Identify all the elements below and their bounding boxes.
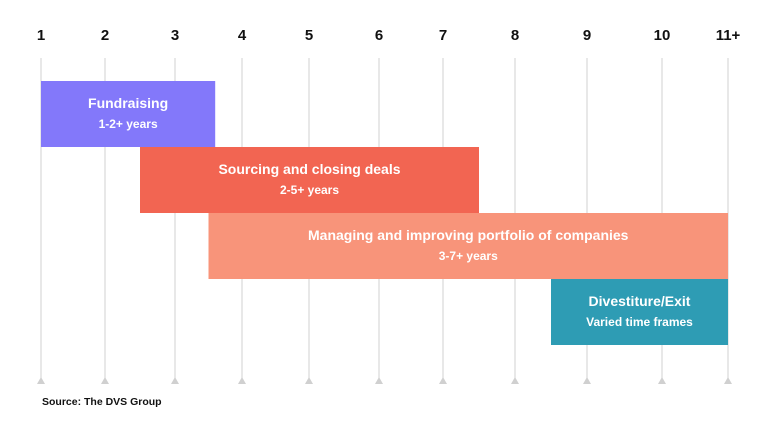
- phase-title: Managing and improving portfolio of comp…: [308, 227, 629, 243]
- gridline-marker-2: [101, 377, 109, 384]
- phase-bar-group: Divestiture/Exit Varied time frames: [551, 279, 728, 345]
- phase-bar: [551, 279, 728, 345]
- phase-bar: [140, 147, 479, 213]
- phase-bar: [41, 81, 216, 147]
- phase-duration: Varied time frames: [586, 315, 693, 329]
- phase-bar-group: Sourcing and closing deals 2-5+ years: [140, 147, 479, 213]
- x-axis-tick-labels: 1 2 3 4 5 6 7 8 9 10 11+: [37, 27, 741, 44]
- phase-title: Sourcing and closing deals: [218, 161, 400, 177]
- x-tick-label: 3: [171, 27, 179, 44]
- gridline-marker-4: [238, 377, 246, 384]
- gridline-marker-9: [583, 377, 591, 384]
- phase-bar: [208, 213, 728, 279]
- x-tick-label: 7: [439, 27, 447, 44]
- gridline-marker-11: [724, 377, 732, 384]
- phase-title: Fundraising: [88, 95, 168, 111]
- x-tick-label: 1: [37, 27, 45, 44]
- gridline-marker-5: [305, 377, 313, 384]
- phase-title: Divestiture/Exit: [589, 293, 691, 309]
- gridline-marker-6: [375, 377, 383, 384]
- phase-bar-group: Managing and improving portfolio of comp…: [208, 213, 728, 279]
- phase-bar-group: Fundraising 1-2+ years: [41, 81, 216, 147]
- gridline-marker-10: [658, 377, 666, 384]
- phase-duration: 3-7+ years: [439, 249, 498, 263]
- x-tick-label: 10: [654, 27, 671, 44]
- x-tick-label: 9: [583, 27, 591, 44]
- phase-bars: Fundraising 1-2+ years Sourcing and closin…: [41, 81, 728, 345]
- x-tick-label: 2: [101, 27, 109, 44]
- gridline-marker-3: [171, 377, 179, 384]
- source-note: Source: The DVS Group: [42, 396, 162, 408]
- x-tick-label: 5: [305, 27, 313, 44]
- gridline-marker-8: [511, 377, 519, 384]
- x-tick-label: 4: [238, 27, 247, 44]
- phase-duration: 2-5+ years: [280, 183, 339, 197]
- x-tick-label: 6: [375, 27, 383, 44]
- x-tick-label: 11+: [716, 27, 741, 44]
- phase-duration: 1-2+ years: [99, 117, 158, 131]
- gridline-marker-1: [37, 377, 45, 384]
- x-tick-label: 8: [511, 27, 519, 44]
- gridline-marker-7: [439, 377, 447, 384]
